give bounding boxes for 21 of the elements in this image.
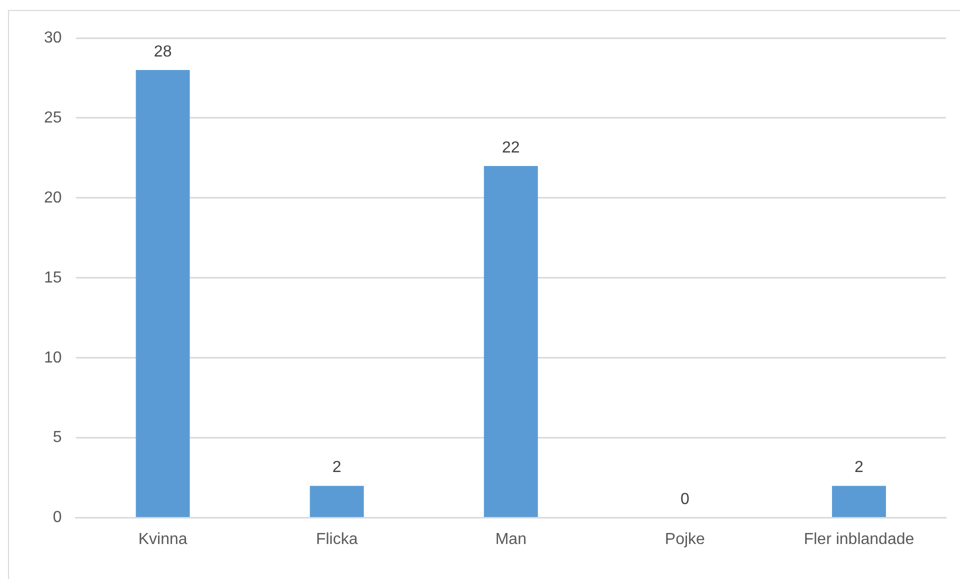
y-tick-label: 30	[44, 29, 62, 46]
x-tick-label: Kvinna	[138, 530, 188, 548]
x-tick-label: Flicka	[316, 530, 358, 548]
data-label: 0	[680, 491, 690, 508]
y-tick-label: 25	[44, 109, 62, 126]
bar	[136, 70, 190, 518]
y-tick-label: 5	[52, 429, 62, 446]
x-tick-label: Fler inblandade	[804, 530, 914, 548]
y-tick-label: 15	[44, 269, 62, 286]
bar	[832, 486, 886, 518]
data-label: 2	[854, 459, 864, 476]
data-label: 22	[502, 139, 520, 156]
x-tick-label: Pojke	[664, 530, 706, 548]
y-tick-label: 0	[52, 509, 62, 526]
data-label: 2	[332, 459, 342, 476]
bar	[310, 486, 364, 518]
bar	[484, 166, 538, 518]
data-label: 28	[154, 43, 172, 60]
y-tick-label: 10	[44, 349, 62, 366]
x-tick-label: Man	[495, 530, 526, 548]
y-tick-label: 20	[44, 189, 62, 206]
